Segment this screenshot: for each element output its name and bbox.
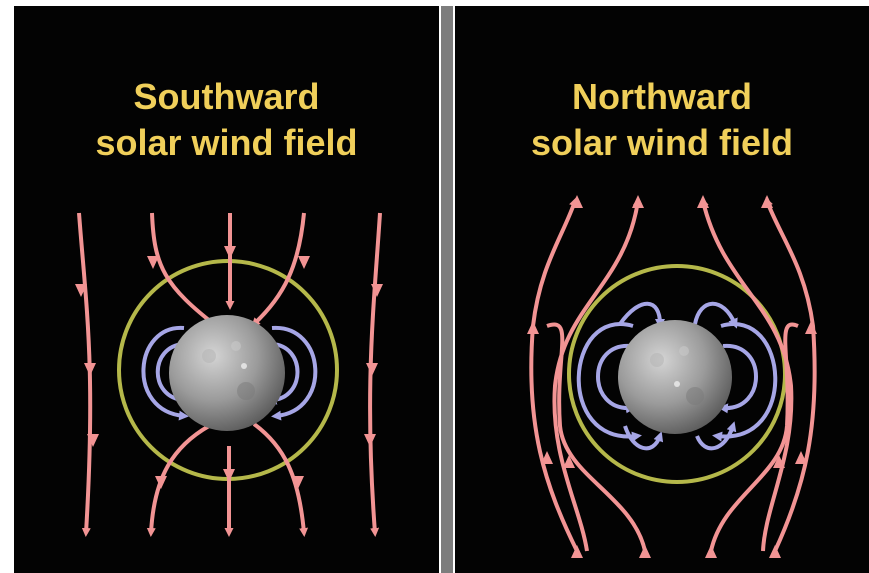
- pink-arrowhead: [527, 321, 539, 334]
- pink-arrowhead: [366, 363, 378, 376]
- southward-title-line2: solar wind field: [95, 122, 358, 163]
- pink-arrowhead: [87, 434, 99, 447]
- pink-arrowhead: [705, 545, 717, 558]
- solar-wind-field-lines: [529, 197, 817, 552]
- loop-right-inner: [267, 342, 300, 405]
- pink-arrowhead: [223, 469, 235, 482]
- loop-right-inner: [718, 343, 758, 414]
- loop-left-inner: [155, 342, 189, 405]
- solar-wind-field-lines: [77, 212, 382, 537]
- field-line-6: [146, 424, 210, 537]
- northward-title: Northward solar wind field: [455, 74, 869, 166]
- field-line-2: [552, 197, 642, 552]
- field-line-1: [529, 197, 579, 552]
- field-line-3: [546, 322, 647, 552]
- pink-arrowhead: [639, 545, 651, 558]
- loop-right-outer: [271, 325, 318, 421]
- pink-arrowhead: [541, 451, 553, 464]
- field-line-4: [251, 212, 306, 327]
- pink-arrowhead: [364, 434, 376, 447]
- pink-arrowhead: [298, 256, 310, 269]
- pink-arrowhead: [795, 451, 807, 464]
- pink-arrowhead: [224, 246, 236, 259]
- magnetosphere-field-lines: [141, 325, 318, 421]
- pink-up-arrows: [527, 195, 817, 558]
- planet-mercury-icon: [618, 320, 732, 434]
- pink-arrowhead: [563, 455, 575, 468]
- northward-panel: Northward solar wind field: [455, 6, 869, 573]
- loop-bottom-left: [623, 425, 664, 451]
- field-line-4: [709, 322, 799, 552]
- field-line-2: [150, 212, 223, 331]
- pink-arrowhead: [147, 256, 159, 269]
- panel-divider: [441, 6, 453, 573]
- pink-arrowhead: [155, 476, 167, 489]
- pink-arrowhead: [84, 363, 96, 376]
- loop-left-outer: [141, 325, 189, 421]
- pink-arrowhead: [773, 455, 785, 468]
- loop-bottom-right: [695, 421, 737, 451]
- pink-arrowhead: [769, 545, 781, 558]
- planet-mercury-icon: [169, 315, 285, 431]
- pink-arrowhead: [805, 321, 817, 334]
- loop-right-outer: [712, 322, 778, 442]
- southward-panel: Southward solar wind field: [14, 6, 439, 573]
- pink-arrowhead: [371, 284, 383, 297]
- southward-title-line1: Southward: [133, 76, 320, 117]
- field-line-1: [77, 212, 93, 537]
- field-line-5: [699, 197, 794, 552]
- loop-top-left: [618, 301, 665, 329]
- magnetosphere-field-lines: [576, 301, 778, 451]
- field-line-5: [368, 212, 382, 537]
- pink-mid-arrows: [75, 246, 383, 489]
- pink-arrowhead: [697, 195, 709, 208]
- pink-arrowhead: [292, 476, 304, 489]
- loop-left-inner: [596, 343, 636, 414]
- field-line-6: [764, 197, 817, 552]
- loop-left-outer: [576, 322, 642, 442]
- pink-arrowhead: [571, 545, 583, 558]
- pink-arrowhead: [632, 195, 644, 208]
- southward-title: Southward solar wind field: [14, 74, 439, 166]
- pink-arrowhead: [75, 284, 87, 297]
- northward-title-line2: solar wind field: [530, 122, 794, 163]
- southward-diagram: [75, 212, 383, 537]
- field-line-8: [252, 422, 309, 537]
- northward-title-line1: Northward: [572, 76, 752, 117]
- pink-arrowhead: [761, 195, 773, 208]
- pink-arrowhead: [571, 195, 583, 208]
- northward-diagram: [527, 195, 817, 558]
- loop-top-right: [693, 301, 738, 329]
